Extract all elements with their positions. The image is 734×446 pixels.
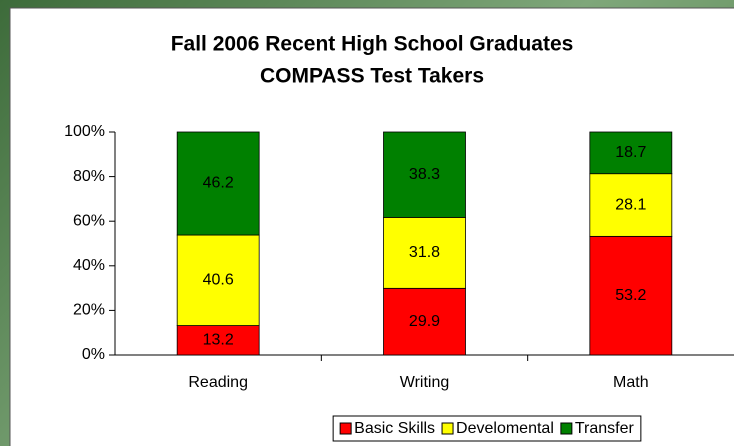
legend-swatch bbox=[441, 422, 454, 435]
legend-label: Transfer bbox=[575, 420, 635, 437]
bar-segment bbox=[176, 234, 260, 326]
x-tick-label: Math bbox=[613, 374, 649, 391]
chart-title: COMPASS Test Takers bbox=[260, 65, 484, 88]
data-label: 29.9 bbox=[409, 313, 440, 330]
data-label: 13.2 bbox=[203, 332, 234, 349]
data-label: 40.6 bbox=[203, 272, 234, 289]
y-tick-label: 40% bbox=[73, 257, 105, 274]
bar-segment bbox=[589, 235, 673, 356]
data-label: 18.7 bbox=[615, 144, 646, 161]
y-tick-label: 60% bbox=[73, 212, 105, 229]
data-label: 31.8 bbox=[409, 244, 440, 261]
legend-label: Develomental bbox=[456, 420, 554, 437]
legend bbox=[332, 415, 642, 442]
data-label: 38.3 bbox=[409, 166, 440, 183]
x-tick-label: Writing bbox=[400, 374, 450, 391]
bar-segment bbox=[589, 131, 673, 175]
y-tick-label: 80% bbox=[73, 168, 105, 185]
x-tick-label: Reading bbox=[188, 374, 248, 391]
legend-swatch bbox=[339, 422, 352, 435]
y-tick-label: 100% bbox=[64, 123, 105, 140]
legend-label: Basic Skills bbox=[354, 420, 435, 437]
y-tick-label: 20% bbox=[73, 302, 105, 319]
chart-title: Fall 2006 Recent High School Graduates bbox=[171, 33, 574, 56]
bar-segment bbox=[383, 131, 466, 218]
data-label: 28.1 bbox=[615, 196, 646, 213]
legend-swatch bbox=[560, 422, 573, 435]
data-label: 53.2 bbox=[615, 287, 646, 304]
bar-segment bbox=[176, 131, 260, 236]
bar-segment bbox=[589, 173, 673, 237]
data-label: 46.2 bbox=[203, 175, 234, 192]
bar-segment bbox=[176, 325, 260, 356]
y-tick-label: 0% bbox=[82, 346, 105, 363]
